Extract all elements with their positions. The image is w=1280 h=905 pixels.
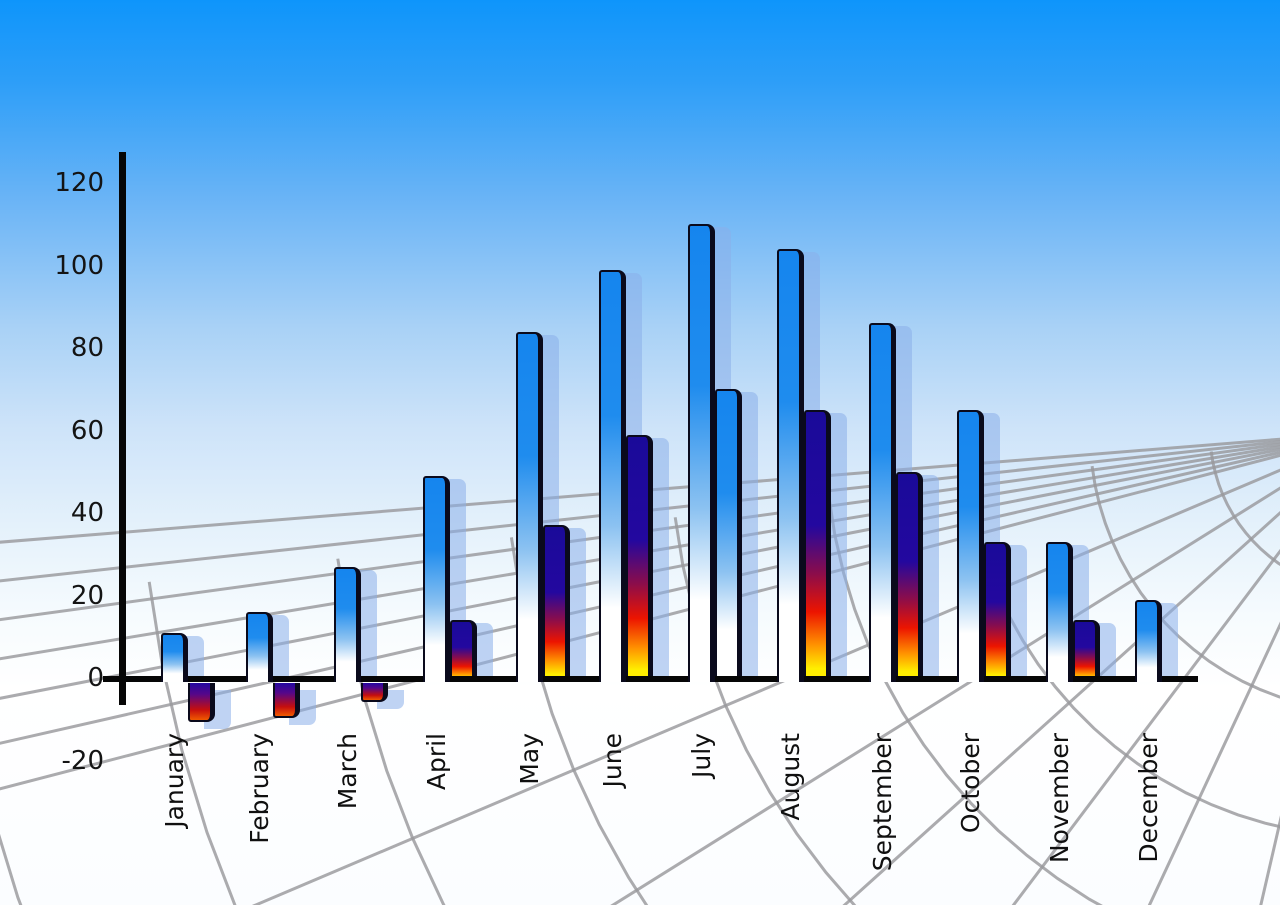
bar-january-primary bbox=[161, 632, 188, 682]
month-label-may: May bbox=[514, 733, 544, 785]
bar-february-secondary bbox=[273, 683, 300, 719]
y-tick-label: 80 bbox=[70, 333, 104, 363]
bar-september-secondary bbox=[896, 471, 923, 682]
month-label-april: April bbox=[421, 733, 451, 791]
grid-line bbox=[1209, 451, 1280, 567]
grid-line bbox=[827, 498, 1103, 905]
bar-may-secondary bbox=[543, 525, 570, 682]
y-axis-line bbox=[119, 152, 126, 705]
bar-july-primary bbox=[688, 224, 715, 682]
bar-august-secondary bbox=[804, 409, 831, 682]
month-label-june: June bbox=[597, 733, 627, 788]
month-label-july: July bbox=[686, 733, 716, 778]
bar-january-secondary bbox=[188, 683, 215, 723]
bar-may-primary bbox=[516, 331, 543, 682]
bar-june-primary bbox=[599, 269, 626, 682]
bar-october-secondary bbox=[984, 541, 1011, 682]
bar-april-primary bbox=[423, 475, 450, 682]
y-tick-label: 20 bbox=[70, 580, 104, 611]
month-label-september: September bbox=[867, 733, 897, 872]
grid-line bbox=[0, 448, 1280, 700]
y-tick-label: -20 bbox=[61, 745, 104, 776]
bar-june-secondary bbox=[626, 434, 653, 682]
grid-line bbox=[1011, 548, 1280, 905]
y-tick-label: 40 bbox=[70, 498, 104, 528]
bar-april-secondary bbox=[450, 620, 477, 682]
bar-march-secondary bbox=[361, 683, 388, 702]
bar-november-primary bbox=[1046, 541, 1073, 682]
zero-baseline bbox=[103, 676, 1198, 682]
month-label-august: August bbox=[775, 733, 805, 821]
month-label-march: March bbox=[332, 733, 362, 810]
grid-line bbox=[251, 468, 1280, 905]
bar-october-primary bbox=[957, 409, 984, 682]
bar-february-primary bbox=[246, 612, 273, 682]
bar-august-primary bbox=[777, 249, 804, 682]
month-label-january: January bbox=[159, 733, 189, 828]
bar-september-primary bbox=[869, 323, 896, 682]
bar-march-primary bbox=[334, 566, 361, 682]
bar-july-secondary bbox=[715, 389, 742, 682]
y-tick-label: 100 bbox=[54, 250, 104, 281]
grid-line bbox=[147, 581, 237, 905]
month-label-october: October bbox=[955, 733, 985, 834]
grid-line bbox=[509, 537, 649, 905]
month-label-november: November bbox=[1044, 733, 1074, 864]
y-tick-label: 60 bbox=[70, 415, 104, 446]
month-label-december: December bbox=[1133, 733, 1163, 863]
bar-november-secondary bbox=[1073, 620, 1100, 682]
grid-line bbox=[336, 558, 446, 905]
bar-december-primary bbox=[1135, 599, 1162, 682]
y-tick-label: 0 bbox=[87, 663, 104, 693]
y-tick-label: 120 bbox=[54, 168, 104, 198]
month-label-february: February bbox=[244, 733, 274, 844]
grid-line bbox=[1147, 621, 1280, 905]
